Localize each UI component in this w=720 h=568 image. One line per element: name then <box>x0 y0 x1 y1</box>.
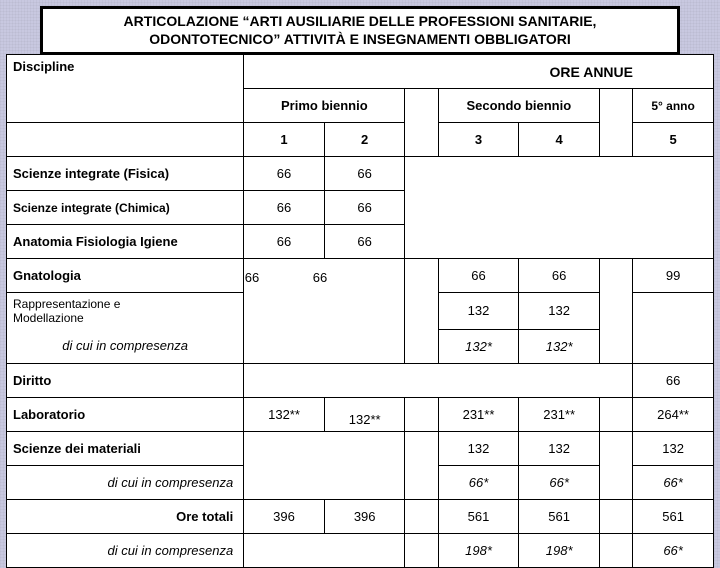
lbl-anatomia: Anatomia Fisiologia Igiene <box>7 225 244 259</box>
comp3-blank12 <box>244 533 405 567</box>
rapp-y3: 132 <box>438 293 519 330</box>
rapp-l2: Modellazione <box>13 311 84 325</box>
tot-y3: 561 <box>438 499 519 533</box>
fisica-y1: 66 <box>244 157 325 191</box>
comp3-gap1 <box>405 533 438 567</box>
lbl-comp3: di cui in compresenza <box>7 533 244 567</box>
lbl-lab: Laboratorio <box>7 397 244 431</box>
title-line-2: ODONTOTECNICO” ATTIVITÀ E INSEGNAMENTI O… <box>149 31 571 47</box>
lab-y2: 132** <box>324 397 405 431</box>
row-compresenza-3: di cui in compresenza 198* 198* 66* <box>7 533 714 567</box>
rapp-y2: 66 <box>290 270 350 285</box>
lbl-chimica: Scienze integrate (Chimica) <box>7 191 244 225</box>
hdr-discipline: Discipline <box>7 55 244 123</box>
diritto-blank <box>244 363 633 397</box>
gnat-y4: 66 <box>519 259 600 293</box>
lab-gap2 <box>599 397 632 431</box>
rapp-y4: 132 <box>519 293 600 330</box>
hdr-secondo: Secondo biennio <box>438 89 599 123</box>
lbl-gnatologia: Gnatologia <box>7 259 244 293</box>
row-fisica: Scienze integrate (Fisica) 66 66 <box>7 157 714 191</box>
empty-disc <box>7 123 244 157</box>
comp1-y3: 132* <box>438 329 519 363</box>
tot-y2: 396 <box>324 499 405 533</box>
comp3-y5: 66* <box>633 533 714 567</box>
hdr-y1: 1 <box>244 123 325 157</box>
comp2-y3: 66* <box>438 465 519 499</box>
comp3-gap2 <box>599 533 632 567</box>
row-totali: Ore totali 396 396 561 561 561 <box>7 499 714 533</box>
rapp-l1: Rappresentazione e <box>13 297 120 311</box>
lab-gap1 <box>405 397 438 431</box>
gnat-y5: 99 <box>633 259 714 293</box>
comp1-y4: 132* <box>519 329 600 363</box>
mat-gap1 <box>405 431 438 499</box>
diritto-y5: 66 <box>633 363 714 397</box>
tot-y5: 561 <box>633 499 714 533</box>
lab-y3: 231** <box>438 397 519 431</box>
curriculum-table: Discipline ORE ANNUE Primo biennio Secon… <box>6 54 714 568</box>
lab-y1: 132** <box>244 397 325 431</box>
mat-y4: 132 <box>519 431 600 465</box>
gap-1 <box>405 89 438 157</box>
hdr-ore-annue: ORE ANNUE <box>244 55 714 89</box>
gnat-gap1 <box>405 259 438 364</box>
tot-gap1 <box>405 499 438 533</box>
row-laboratorio: Laboratorio 132** 132** 231** 231** 264*… <box>7 397 714 431</box>
chimica-y2: 66 <box>324 191 405 225</box>
mat-y3: 132 <box>438 431 519 465</box>
comp2-y5: 66* <box>633 465 714 499</box>
lbl-fisica: Scienze integrate (Fisica) <box>7 157 244 191</box>
row-gnatologia: Gnatologia 66 66 99 <box>7 259 714 293</box>
header-row-1: Discipline ORE ANNUE <box>7 55 714 89</box>
hdr-y4: 4 <box>519 123 600 157</box>
comp3-y3: 198* <box>438 533 519 567</box>
hdr-y5: 5 <box>633 123 714 157</box>
lab-y4: 231** <box>519 397 600 431</box>
title-line-1: ARTICOLAZIONE “ARTI AUSILIARIE DELLE PRO… <box>124 13 597 29</box>
tot-y4: 561 <box>519 499 600 533</box>
gnat-gap2 <box>599 259 632 364</box>
comp2-y4: 66* <box>519 465 600 499</box>
mat-gap2 <box>599 431 632 499</box>
fisica-y2: 66 <box>324 157 405 191</box>
hdr-y3: 3 <box>438 123 519 157</box>
title-box: ARTICOLAZIONE “ARTI AUSILIARIE DELLE PRO… <box>40 6 680 55</box>
chimica-y1: 66 <box>244 191 325 225</box>
row-materiali: Scienze dei materiali 132 132 132 <box>7 431 714 465</box>
rapp-y5 <box>633 293 714 364</box>
lbl-comp1: di cui in compresenza <box>7 329 244 363</box>
mat-blank12 <box>244 431 405 499</box>
lbl-comp2: di cui in compresenza <box>7 465 244 499</box>
anatomia-y2: 66 <box>324 225 405 259</box>
lbl-diritto: Diritto <box>7 363 244 397</box>
hdr-anno5: 5° anno <box>633 89 714 123</box>
hdr-primo: Primo biennio <box>244 89 405 123</box>
tot-y1: 396 <box>244 499 325 533</box>
rapp-y1: 66 <box>222 270 282 285</box>
fisica-blank <box>405 157 714 259</box>
hdr-y2: 2 <box>324 123 405 157</box>
gnat-y3: 66 <box>438 259 519 293</box>
lbl-mat: Scienze dei materiali <box>7 431 244 465</box>
row-diritto: Diritto 66 <box>7 363 714 397</box>
lbl-rapp: Rappresentazione e Modellazione <box>7 293 244 330</box>
mat-y5: 132 <box>633 431 714 465</box>
lbl-tot: Ore totali <box>7 499 244 533</box>
comp3-y4: 198* <box>519 533 600 567</box>
anatomia-y1: 66 <box>244 225 325 259</box>
gap-2 <box>599 89 632 157</box>
tot-gap2 <box>599 499 632 533</box>
lab-y5: 264** <box>633 397 714 431</box>
